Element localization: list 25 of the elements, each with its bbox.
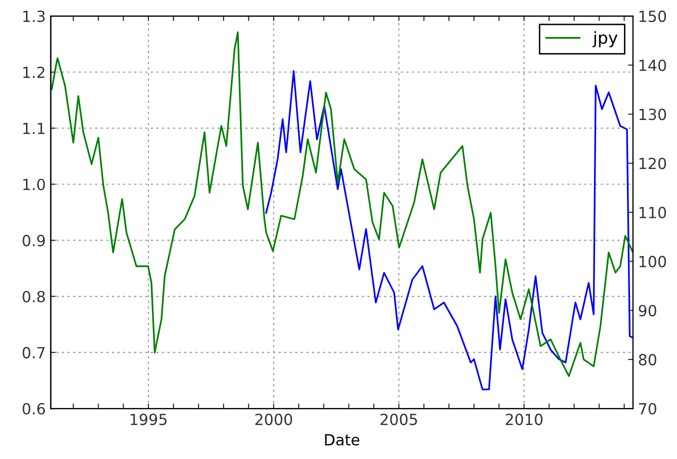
y2-tick-label: 80 [638, 354, 656, 366]
y-tick-label: 1.3 [23, 10, 45, 22]
y2-tick-label: 120 [640, 158, 666, 170]
x-axis-title: Date [325, 434, 360, 446]
legend-label: jpy [592, 31, 618, 48]
y2-tick-label: 70 [639, 402, 656, 415]
y2-tick-label: 100 [640, 256, 666, 268]
y-tick-label: 1.0 [23, 178, 45, 190]
line-series [265, 70, 633, 390]
x-tick-label: 2005 [380, 414, 417, 426]
y-tick-label: 0.7 [22, 346, 45, 358]
y2-tick-label: 150 [640, 10, 666, 22]
y2-tick-label: 140 [640, 60, 666, 72]
y-tick-label: 1.1 [23, 122, 45, 134]
y2-tick-label: 130 [640, 108, 666, 120]
y-tick-label: 0.8 [22, 290, 45, 302]
y-tick-label: 0.9 [22, 234, 45, 246]
line-series [50, 31, 633, 377]
x-tick-label: 1995 [130, 414, 167, 426]
x-tick-label: 2000 [255, 414, 292, 426]
y2-tick-label: 110 [640, 206, 666, 218]
x-tick-label: 2010 [506, 414, 542, 426]
y-tick-label: 0.6 [22, 402, 45, 415]
y2-tick-label: 90 [638, 304, 656, 316]
y-tick-label: 1.2 [23, 66, 44, 78]
